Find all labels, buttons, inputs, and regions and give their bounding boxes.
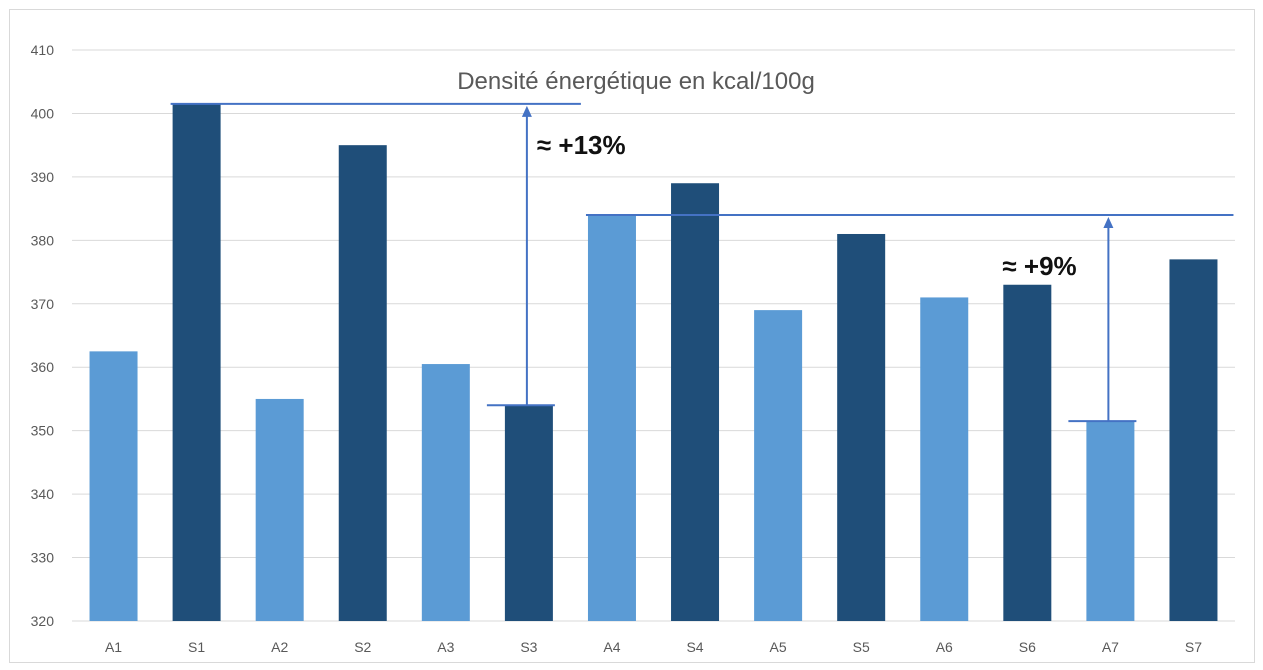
bar-s7 [1169,259,1218,621]
annotation-arrow-head [521,105,532,117]
bar-s6 [1003,284,1052,621]
y-tick-label: 350 [31,423,55,439]
bar-a1 [89,351,138,621]
x-tick-label-s4: S4 [686,639,703,655]
y-tick-label: 330 [31,550,55,566]
bar-a4 [587,214,636,621]
x-tick-label-s2: S2 [354,639,371,655]
annotation-label: ≈ +9% [1002,251,1076,281]
annotation-arrow-head [1103,216,1114,228]
x-tick-label-s6: S6 [1019,639,1036,655]
bar-a3 [421,364,470,621]
x-tick-label-a2: A2 [271,639,288,655]
y-tick-label: 370 [31,296,55,312]
bar-s2 [338,145,387,621]
grid-lines [72,49,1235,622]
x-tick-label-s1: S1 [188,639,205,655]
y-tick-label: 390 [31,169,55,185]
bar-s3 [504,405,553,621]
annotations: ≈ +13% ≈ +9% [170,102,1234,423]
annotation-label: ≈ +13% [537,130,626,160]
x-tick-label-a6: A6 [936,639,953,655]
y-tick-label: 380 [31,232,55,248]
x-tick-label-a1: A1 [105,639,122,655]
x-tick-label-a3: A3 [437,639,454,655]
x-tick-label-s7: S7 [1185,639,1202,655]
chart-title: Densité énergétique en kcal/100g [457,68,815,95]
y-tick-label: 320 [31,613,55,629]
bar-a5 [754,310,803,621]
bar-s5 [837,233,886,621]
x-axis-category-labels: A1 S1 A2 S2 A3 S3 A4 S4 A5 S5 A6 S6 A7 S7 [105,639,1202,655]
bar-a2 [255,398,304,621]
x-tick-label-a7: A7 [1102,639,1119,655]
bar-a6 [920,297,969,621]
bar-a7 [1086,421,1135,621]
x-tick-label-a4: A4 [603,639,620,655]
bar-s4 [671,183,720,621]
x-tick-label-s5: S5 [853,639,870,655]
y-tick-label: 400 [31,105,55,121]
x-tick-label-s3: S3 [520,639,537,655]
y-axis-tick-labels: 320 330 340 350 360 370 380 390 400 410 [31,42,55,629]
y-tick-label: 340 [31,486,55,502]
bars [89,103,1218,621]
y-tick-label: 360 [31,359,55,375]
x-tick-label-a5: A5 [770,639,787,655]
bar-s1 [172,103,221,621]
y-tick-label: 410 [31,42,55,58]
